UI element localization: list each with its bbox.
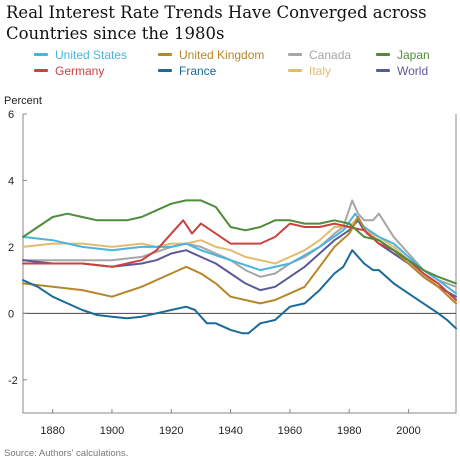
source-note: Source: Authors' calculations. — [4, 448, 129, 459]
legend-label: World — [397, 63, 429, 78]
series-lines — [22, 199, 457, 335]
legend-swatch — [34, 69, 48, 72]
legend-item-united-kingdom: United Kingdom — [158, 47, 264, 62]
legend-swatch — [288, 53, 302, 56]
x-tick-label: 1900 — [100, 425, 124, 437]
legend-swatch — [376, 69, 390, 72]
legend-swatch — [376, 53, 390, 56]
x-tick-label: 1920 — [159, 425, 183, 437]
legend-label: Italy — [309, 63, 332, 78]
legend-item-germany: Germany — [34, 63, 104, 78]
legend-swatch — [34, 53, 48, 56]
chart-title: Real Interest Rate Trends Have Converged… — [6, 3, 427, 43]
legend-item-japan: Japan — [376, 47, 430, 62]
y-axis-label: Percent — [4, 95, 42, 107]
legend-item-france: France — [158, 63, 216, 78]
series-line-france — [22, 249, 457, 335]
legend-label: United States — [55, 47, 128, 62]
legend-swatch — [158, 69, 172, 72]
series-line-italy — [22, 216, 457, 298]
legend-item-italy: Italy — [288, 63, 331, 78]
legend-swatch — [288, 69, 302, 72]
series-line-world — [22, 219, 457, 298]
legend-label: Germany — [55, 63, 105, 78]
legend-item-world: World — [376, 63, 428, 78]
legend-label: United Kingdom — [179, 47, 265, 62]
y-tick-label: 4 — [8, 175, 14, 187]
x-tick-label: 1880 — [40, 425, 64, 437]
x-tick-label: 2000 — [396, 425, 420, 437]
axes: 6 4 2 0 -2 1880 1900 1920 1940 1960 1980 2000 — [8, 109, 457, 437]
legend-label: Canada — [309, 47, 352, 62]
y-tick-label: 6 — [8, 109, 14, 121]
legend: United States Germany United Kingdom Fra… — [34, 47, 454, 79]
legend-item-canada: Canada — [288, 47, 351, 62]
y-tick-label: -2 — [8, 375, 18, 387]
series-line-japan — [22, 199, 457, 285]
y-tick-label: 2 — [8, 242, 14, 254]
y-tick-label: 0 — [8, 308, 14, 320]
legend-item-united-states: United States — [34, 47, 127, 62]
legend-label: France — [179, 63, 217, 78]
x-tick-label: 1980 — [337, 425, 361, 437]
x-tick-label: 1940 — [218, 425, 242, 437]
legend-label: Japan — [397, 47, 430, 62]
legend-swatch — [158, 53, 172, 56]
x-tick-label: 1960 — [278, 425, 302, 437]
series-line-united-states — [22, 212, 457, 295]
